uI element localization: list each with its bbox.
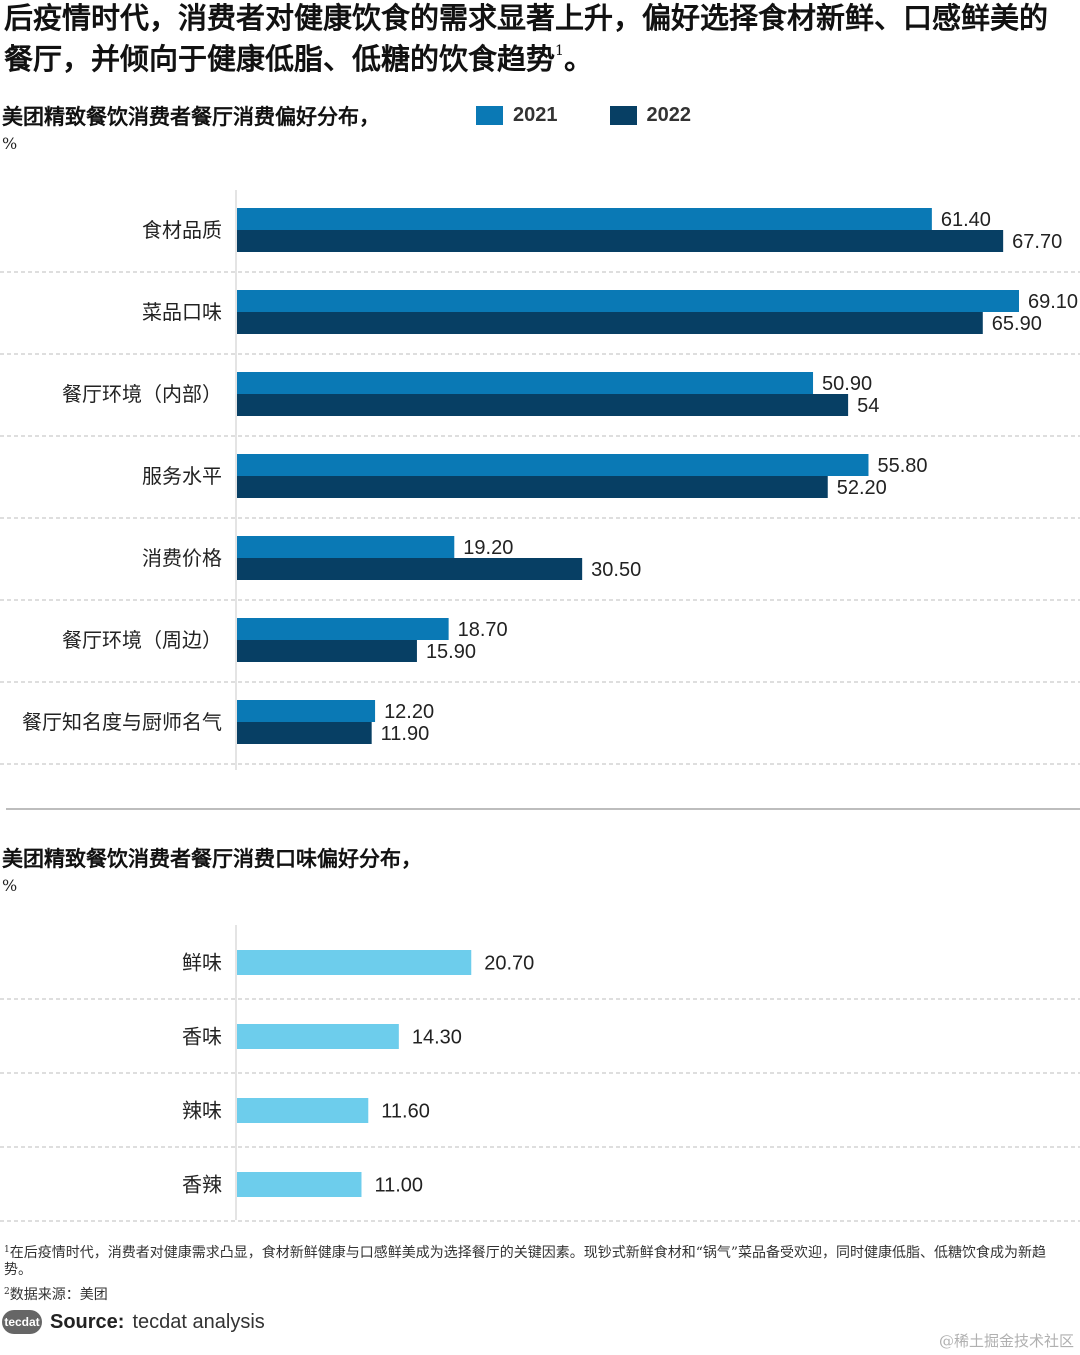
chart1-bar-2022: [237, 394, 849, 416]
legend-item-2022: 2022: [609, 104, 692, 127]
footnote-2-mark: 2: [4, 1287, 10, 1297]
chart2-category-label: 鲜味: [182, 951, 222, 975]
legend-item-2021: 2021: [476, 104, 558, 127]
chart2-value-label: 20.70: [484, 953, 534, 975]
footnote-1: 1在后疫情时代，消费者对健康需求凸显，食材新鲜健康与口感鲜美成为选择餐厅的关键因…: [4, 1242, 1074, 1279]
chart1-bar-2022: [237, 558, 583, 580]
tecdat-logo: tecdat: [2, 1310, 42, 1334]
chart2-value-label: 11.00: [374, 1175, 423, 1197]
chart1-bar-2022: [237, 476, 828, 498]
chart1-unit: %: [2, 134, 18, 153]
chart1-bar-2021: [237, 618, 449, 640]
chart1-value-label: 12.20: [384, 701, 434, 723]
chart1-value-label: 30.50: [591, 559, 641, 581]
chart2-value-label: 11.60: [381, 1101, 430, 1123]
chart1-category-label: 服务水平: [142, 464, 222, 488]
chart1-bar-2021: [237, 536, 455, 558]
legend-swatch-2022: [609, 106, 637, 125]
source-label: Source:: [50, 1310, 125, 1333]
chart1-title: 美团精致餐饮消费者餐厅消费偏好分布，: [2, 104, 380, 129]
chart2-bar: [237, 1024, 399, 1049]
chart1-category-label: 餐厅环境（内部）: [62, 382, 222, 406]
chart1-category-label: 消费价格: [142, 546, 222, 570]
chart1-bar-2021: [237, 208, 932, 230]
chart1-bar-2021: [237, 290, 1019, 312]
chart1-value-label: 19.20: [463, 537, 513, 559]
chart2-bar: [237, 1172, 362, 1197]
chart1-category-label: 餐厅环境（周边）: [62, 628, 222, 652]
chart1-bar-2022: [237, 722, 372, 744]
legend-swatch-2021: [476, 106, 503, 125]
footnote-1-mark: 1: [4, 1245, 10, 1255]
chart1-value-label: 69.10: [1028, 291, 1078, 313]
chart1-value-label: 54: [857, 395, 879, 417]
chart1-value-label: 15.90: [426, 641, 476, 663]
chart1-value-label: 18.70: [458, 619, 508, 641]
chart1-value-label: 11.90: [381, 723, 430, 745]
chart2-plot: 鲜味 20.70 香味 14.30 辣味 11.60 香辣 11.00: [0, 925, 1080, 1222]
chart1-category-label: 菜品口味: [142, 300, 222, 324]
headline-text: 后疫情时代，消费者对健康饮食的需求显著上升，偏好选择食材新鲜、口感鲜美的餐厅，并…: [4, 1, 1049, 76]
chart1-category-label: 食材品质: [142, 218, 222, 242]
chart1-bar-2021: [237, 700, 376, 722]
source-text: tecdat analysis: [132, 1310, 265, 1333]
chart1-value-label: 67.70: [1012, 231, 1062, 253]
section-divider: [6, 808, 1080, 810]
watermark: @稀土掘金技术社区: [938, 1332, 1074, 1350]
footnote-1-text: 在后疫情时代，消费者对健康需求凸显，食材新鲜健康与口感鲜美成为选择餐厅的关键因素…: [4, 1245, 1047, 1278]
headline-end: 。: [563, 42, 593, 76]
chart1-value-label: 52.20: [837, 477, 887, 499]
chart2-title: 美团精致餐饮消费者餐厅消费口味偏好分布，: [2, 846, 422, 871]
source-line: tecdat Source: tecdat analysis: [2, 1310, 265, 1334]
chart1-legend: 2021 2022: [476, 104, 691, 127]
chart2-bar: [237, 1098, 369, 1123]
chart2-category-label: 香味: [182, 1025, 222, 1049]
legend-label-2022: 2022: [646, 104, 692, 126]
legend-label-2021: 2021: [513, 104, 558, 126]
chart1-value-label: 61.40: [941, 209, 991, 231]
chart2-bar: [237, 950, 472, 975]
footnote-2: 2数据来源：美团: [4, 1284, 1074, 1304]
footnote-2-text: 数据来源：美团: [9, 1287, 108, 1303]
chart1-value-label: 65.90: [992, 313, 1042, 335]
chart1-bar-2022: [237, 640, 417, 662]
chart1-bar-2022: [237, 230, 1004, 252]
chart2-category-label: 香辣: [182, 1173, 222, 1197]
chart1-value-label: 55.80: [877, 455, 927, 477]
headline: 后疫情时代，消费者对健康饮食的需求显著上升，偏好选择食材新鲜、口感鲜美的餐厅，并…: [4, 2, 1076, 76]
chart2-value-label: 14.30: [412, 1027, 462, 1049]
chart2-unit: %: [2, 876, 18, 895]
chart1-value-label: 50.90: [822, 373, 872, 395]
chart1-bar-2022: [237, 312, 983, 334]
chart2-category-label: 辣味: [182, 1099, 222, 1123]
headline-footnote-mark: 1: [555, 43, 564, 59]
chart1-bar-2021: [237, 372, 814, 394]
chart1-category-label: 餐厅知名度与厨师名气: [22, 710, 222, 734]
chart1-bar-2021: [237, 454, 869, 476]
